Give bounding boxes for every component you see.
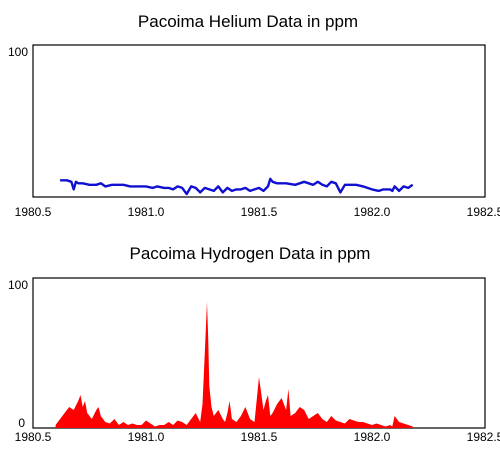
hydrogen-y-tick-label-bottom: 0 <box>18 416 25 430</box>
helium-x-axis: 1980.5 1981.0 1981.5 1982.0 1982.5 <box>15 205 500 219</box>
hydrogen-y-tick-label-top: 100 <box>8 278 28 292</box>
helium-plot-frame <box>32 44 486 198</box>
hydrogen-x-tick-label: 1981.0 <box>128 430 165 444</box>
helium-x-tick-label: 1982.5 <box>467 205 500 219</box>
helium-chart-title: Pacoima Helium Data in ppm <box>138 12 358 31</box>
helium-x-tick-label: 1981.5 <box>241 205 278 219</box>
hydrogen-x-axis: 1980.5 1981.0 1981.5 1982.0 1982.5 <box>15 430 500 444</box>
hydrogen-series-area <box>55 302 413 428</box>
helium-chart: Pacoima Helium Data in ppm 100 1980.5 198… <box>8 12 500 219</box>
hydrogen-chart: Pacoima Hydrogen Data in ppm 100 0 1980.… <box>8 244 500 444</box>
helium-x-tick-label: 1982.0 <box>354 205 391 219</box>
helium-x-tick-label: 1981.0 <box>128 205 165 219</box>
helium-series-line <box>60 177 414 196</box>
hydrogen-chart-title: Pacoima Hydrogen Data in ppm <box>130 244 371 263</box>
helium-y-tick-label: 100 <box>8 45 28 59</box>
hydrogen-x-tick-label: 1981.5 <box>241 430 278 444</box>
helium-x-tick-label: 1980.5 <box>15 205 52 219</box>
hydrogen-x-tick-label: 1982.0 <box>354 430 391 444</box>
hydrogen-x-tick-label: 1982.5 <box>467 430 500 444</box>
hydrogen-x-tick-label: 1980.5 <box>15 430 52 444</box>
